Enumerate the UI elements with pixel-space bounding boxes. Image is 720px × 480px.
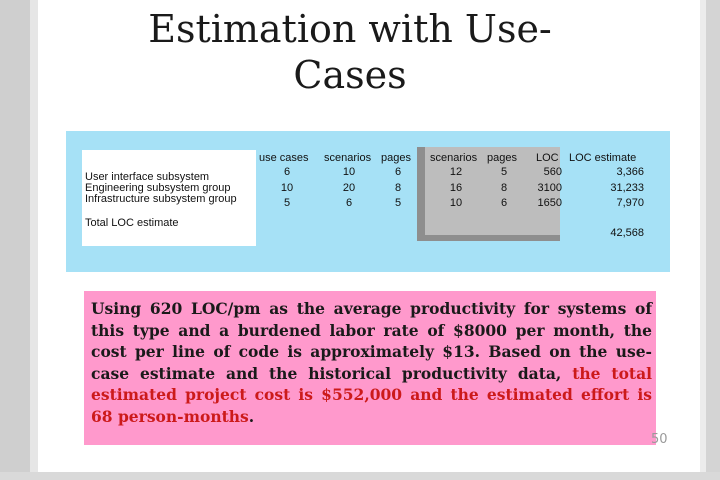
- historical-data-block-shadow-left: [417, 147, 425, 240]
- header-pages: pages: [381, 152, 411, 164]
- cell-use-cases: 5: [283, 197, 291, 209]
- cost-summary-plain: Using 620 LOC/pm as the average producti…: [91, 299, 652, 383]
- cost-summary-text: Using 620 LOC/pm as the average producti…: [84, 291, 656, 428]
- slide-title-line2: Cases: [293, 53, 407, 97]
- cell-scenarios-historical: 12: [449, 166, 463, 178]
- slide-frame-left-inner: [30, 0, 38, 480]
- cost-summary-end: .: [248, 406, 255, 426]
- cell-pages: 8: [394, 182, 402, 194]
- cell-pages: 6: [394, 166, 402, 178]
- cell-loc-estimate: 3,366: [616, 166, 644, 178]
- header-pages-historical: pages: [487, 152, 517, 164]
- cell-pages-historical: 8: [500, 182, 508, 194]
- total-loc-label: Total LOC estimate: [85, 217, 179, 229]
- slide-page-number: 50: [651, 432, 668, 447]
- cell-loc-estimate: 7,970: [616, 197, 644, 209]
- slide-frame-bottom: [0, 472, 720, 480]
- cell-loc: 3100: [537, 182, 562, 194]
- row-label-engineering: Engineering subsystem group: [85, 182, 231, 194]
- slide-frame-right: [706, 0, 720, 480]
- cell-scenarios: 20: [342, 182, 356, 194]
- slide-title: Estimation with Use- Cases: [100, 6, 600, 98]
- slide-frame-left: [0, 0, 30, 480]
- cell-scenarios: 6: [345, 197, 353, 209]
- cell-use-cases: 10: [280, 182, 294, 194]
- estimation-table: use cases scenarios pages scenarios page…: [66, 131, 670, 272]
- cell-pages-historical: 6: [500, 197, 508, 209]
- slide-title-line1: Estimation with Use-: [148, 7, 552, 51]
- cell-scenarios-historical: 10: [449, 197, 463, 209]
- header-scenarios: scenarios: [324, 152, 372, 164]
- cell-pages: 5: [394, 197, 402, 209]
- slide-frame-right-inner: [700, 0, 706, 480]
- total-loc-value: 42,568: [610, 227, 644, 239]
- cell-loc-estimate: 31,233: [610, 182, 644, 194]
- cell-scenarios: 10: [342, 166, 356, 178]
- header-use-cases: use cases: [259, 152, 309, 164]
- row-label-box: [82, 150, 256, 246]
- row-label-infrastructure: Infrastructure subsystem group: [85, 193, 237, 205]
- historical-data-block-shadow-bottom: [417, 235, 560, 241]
- header-scenarios-historical: scenarios: [430, 152, 478, 164]
- historical-data-block: [417, 147, 560, 240]
- cost-summary-box: Using 620 LOC/pm as the average producti…: [84, 291, 656, 445]
- cell-loc: 560: [543, 166, 562, 178]
- header-loc: LOC: [536, 152, 559, 164]
- cell-scenarios-historical: 16: [449, 182, 463, 194]
- cell-pages-historical: 5: [500, 166, 508, 178]
- cell-use-cases: 6: [283, 166, 291, 178]
- header-loc-estimate: LOC estimate: [569, 152, 637, 164]
- row-label-user-interface: User interface subsystem: [85, 171, 210, 183]
- cost-summary-highlight: the total estimated project cost is $552…: [91, 363, 653, 426]
- cell-loc: 1650: [537, 197, 562, 209]
